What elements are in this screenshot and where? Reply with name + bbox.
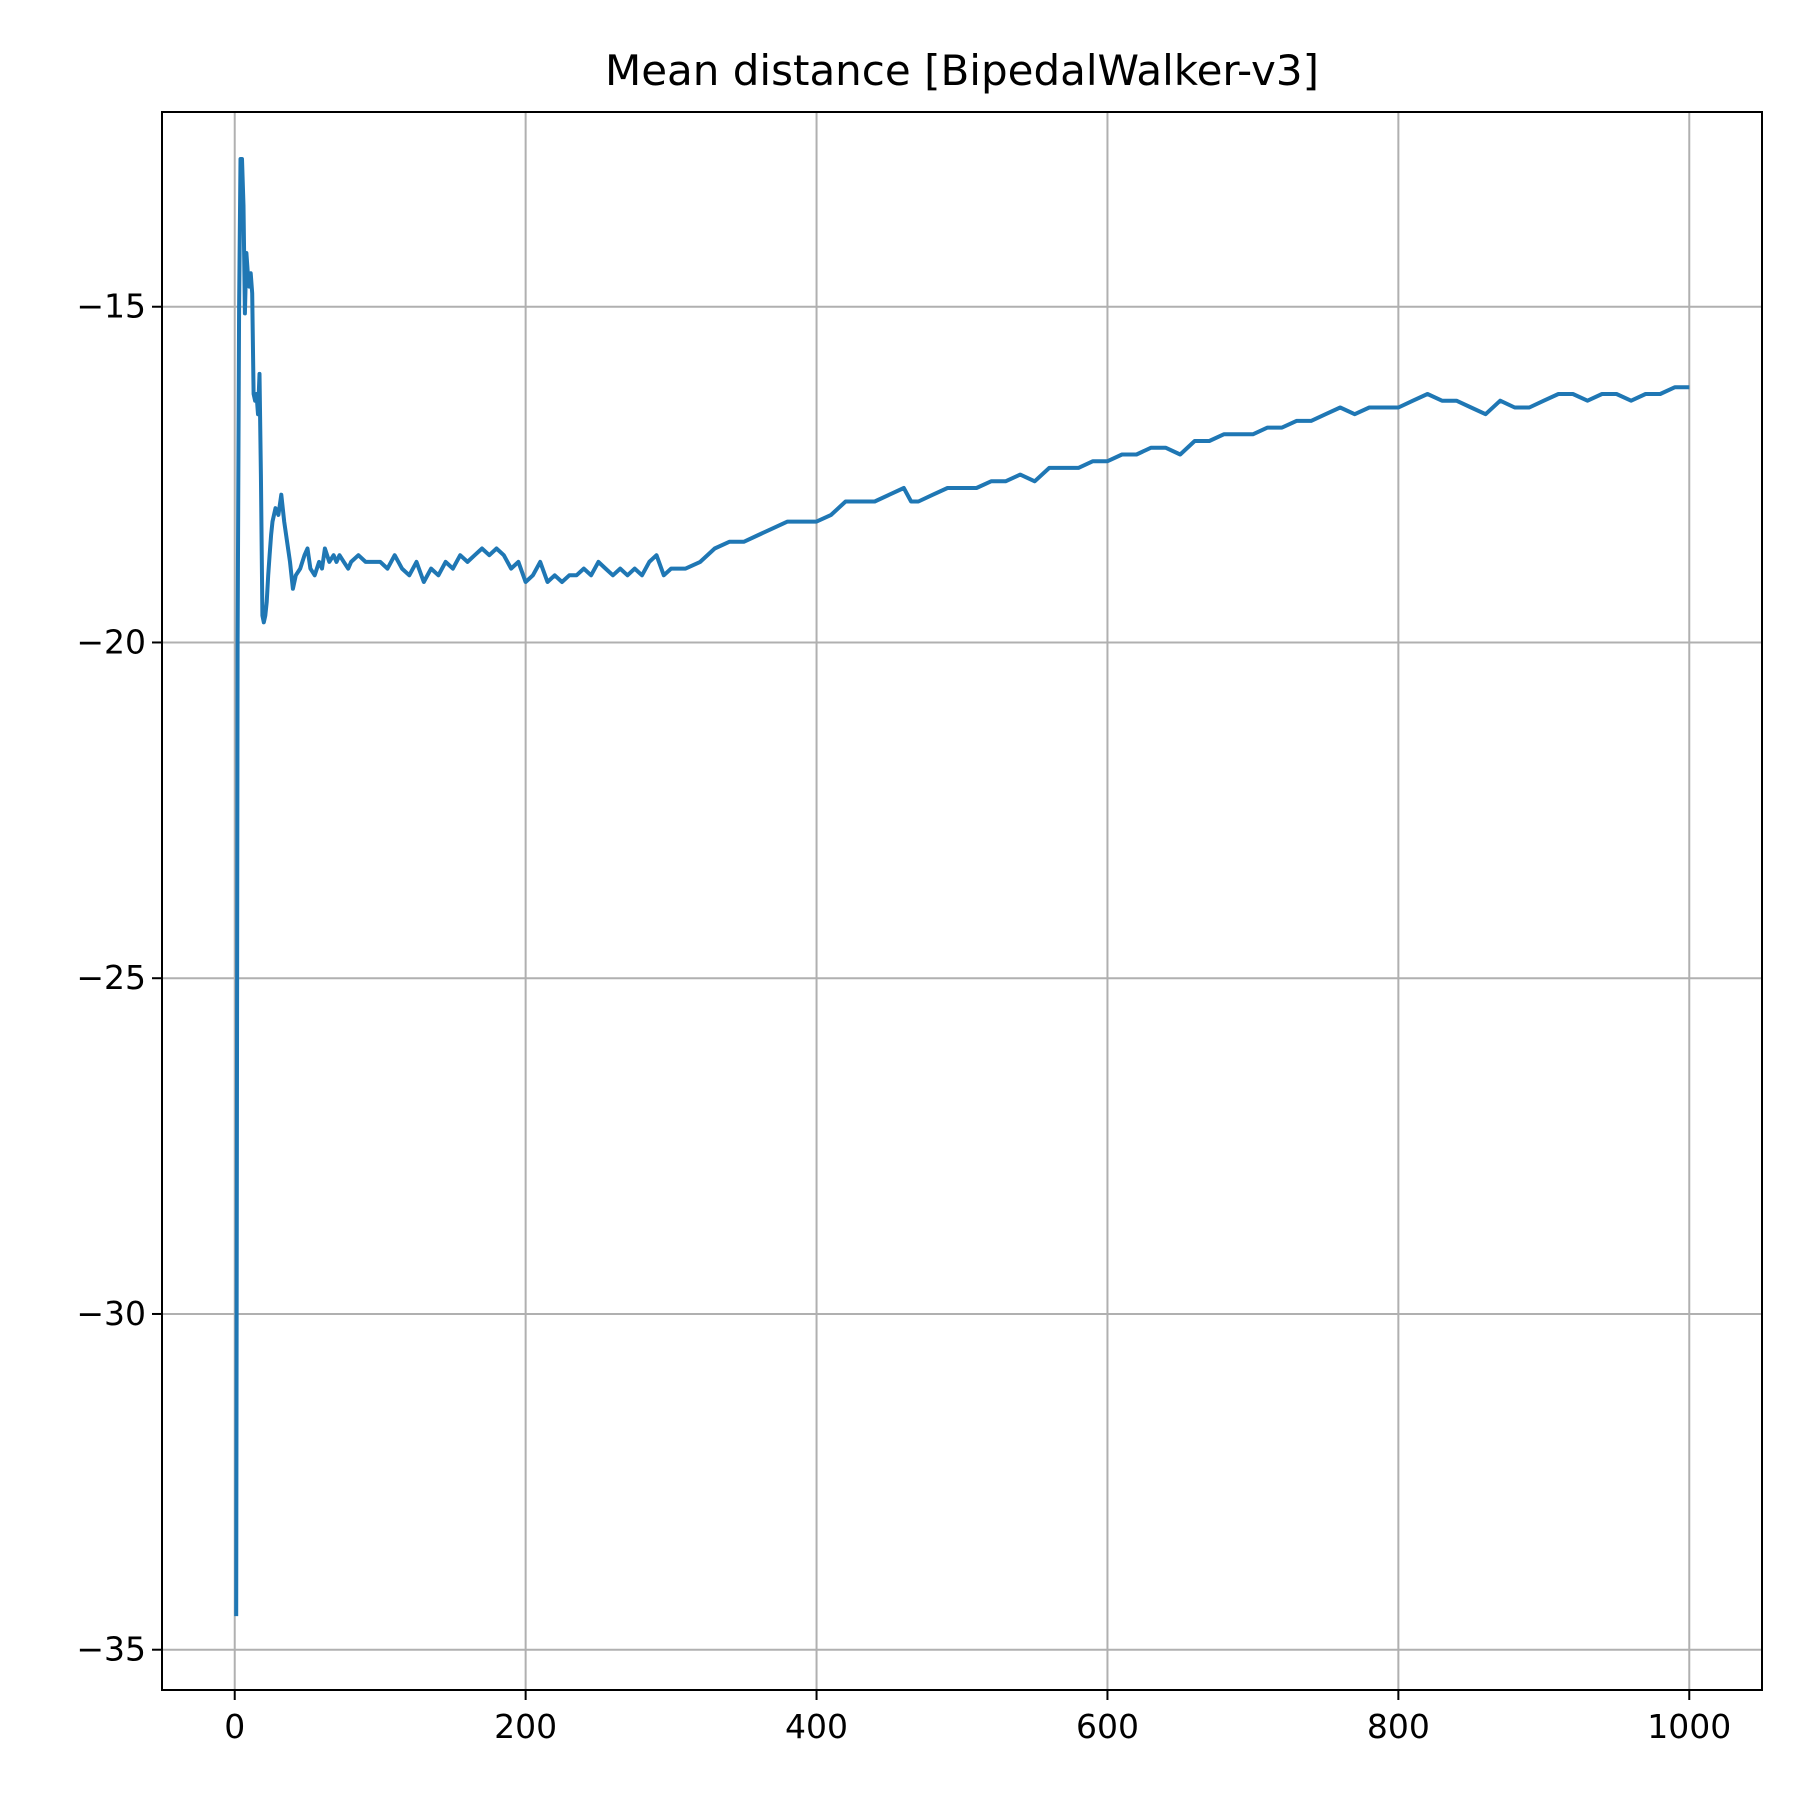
y-tick-label-4: −35 (76, 1630, 146, 1669)
series-layer (234, 157, 1690, 1617)
ticks: 0 200 400 600 800 1000 −15 −20 −25 −30 −35 (76, 287, 1731, 1746)
y-tick-label-2: −25 (76, 958, 146, 997)
x-tick-label-3: 600 (1076, 1707, 1139, 1746)
chart-title: Mean distance [BipedalWalker-v3] (605, 46, 1319, 95)
series-line-0 (234, 157, 1690, 1617)
plot-frame (161, 111, 1763, 1691)
y-tick-label-1: −20 (76, 622, 146, 661)
x-tick-label-2: 400 (785, 1707, 848, 1746)
y-tick-label-0: −15 (76, 287, 146, 326)
grid (162, 112, 1762, 1690)
x-tick-label-4: 800 (1367, 1707, 1430, 1746)
x-tick-label-1: 200 (494, 1707, 557, 1746)
x-tick-label-5: 1000 (1647, 1707, 1731, 1746)
y-tick-label-3: −30 (76, 1294, 146, 1333)
x-tick-label-0: 0 (224, 1707, 245, 1746)
